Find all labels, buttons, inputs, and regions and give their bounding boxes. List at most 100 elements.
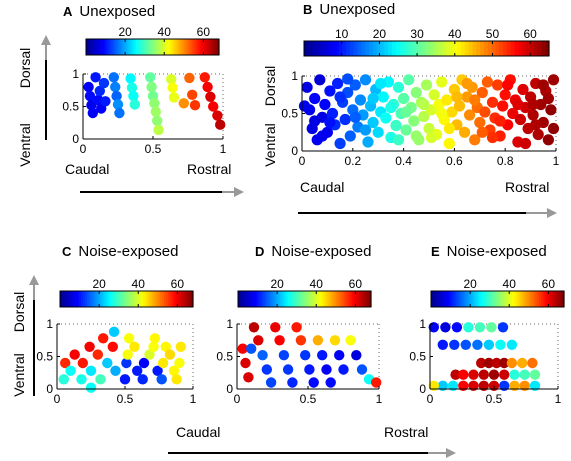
x-tick-label: 1 [553,154,560,168]
colorbar-segment [134,291,138,307]
colorbar-segment [176,291,180,307]
colorbar-segment [118,291,121,307]
colorbar-segment [131,39,135,55]
colorbar-segment [426,41,431,56]
data-point [324,85,336,97]
data-point [367,116,379,129]
data-point [474,116,486,129]
colorbar-segment [524,291,528,307]
y-tick-label: 0 [226,382,233,396]
colorbar-segment [62,291,65,307]
colorbar-frame [430,290,565,308]
data-point [356,364,368,375]
colorbar-tick-label: 40 [310,277,324,291]
data-point [243,372,254,383]
data-point [441,94,453,106]
data-point [125,73,136,84]
colorbar-segment [441,291,445,307]
data-point [506,357,518,369]
panel-d-letter: D [255,244,264,259]
colorbar-segment [294,291,297,307]
colorbar-segment [485,291,488,307]
data-point [319,98,331,111]
colorbar-segment [101,291,105,307]
colorbar-segment [104,39,108,55]
colorbar-segment [541,291,544,307]
colorbar-segment [304,41,309,56]
data-point [291,322,302,333]
colorbar-segment [142,39,145,55]
data-point [469,94,481,106]
y-tick-label: 1 [226,317,233,331]
data-point [362,136,374,148]
data-point [371,377,382,388]
x-tick-label: 0 [427,392,434,406]
data-point [76,374,87,385]
data-point [519,369,530,380]
colorbar-segment [183,39,187,55]
data-point [90,72,101,83]
colorbar-segment [188,291,192,307]
data-point [469,134,481,146]
data-point [367,92,379,105]
colorbar-segment [369,41,374,56]
data-point [171,374,182,385]
colorbar-segment [307,41,313,56]
data-point [436,107,448,120]
colorbar-segment [360,291,364,307]
data-point [375,77,387,90]
panel-a-plot: 0 0.5 1 0 0.5 1 [62,67,226,156]
colorbar-segment [150,39,154,55]
colorbar-segment [384,41,389,56]
colorbar-tick-label: 60 [542,277,556,291]
panel-b-letter: B [303,2,312,17]
colorbar-segment [214,39,218,55]
y-tick-label: 0.5 [281,107,298,121]
colorbar-segment [304,291,308,307]
colorbar-segment [323,41,328,56]
colorbar-segment [119,39,122,55]
data-point [129,99,140,110]
dorsal-label: Dorsal [11,292,27,332]
colorbar-segment [252,291,256,307]
data-point [152,365,163,376]
panel-b-plot: 0 0.2 0.4 0.6 0.8 1 0 0.5 1 [281,69,559,168]
colorbar-segment [156,39,160,55]
data-point [468,380,479,391]
colorbar-segment [181,39,185,55]
colorbar-segment [163,291,167,307]
panel-c-letter: C [62,244,72,259]
panel-e-colorbar: 20 40 60 [430,277,565,308]
colorbar-segment [60,291,63,307]
x-tick-label: 1 [376,392,383,406]
caudal-label: Caudal [65,161,109,177]
colorbar-segment [92,39,95,55]
colorbar-segment [102,39,106,55]
colorbar-segment [497,291,501,307]
caudal-label: Caudal [300,179,344,195]
colorbar-segment [115,39,118,55]
colorbar-segment [161,291,165,307]
data-point [449,339,460,350]
panel-b-colorbar: 10 20 30 40 50 60 [303,27,550,57]
data-point [175,341,186,352]
colorbar-segment [179,39,183,55]
colorbar-segment [105,291,109,307]
data-point [329,335,341,346]
colorbar-segment [168,291,171,307]
data-point [547,74,560,86]
colorbar-segment [99,291,103,307]
data-point [168,365,180,376]
colorbar-segment [116,291,119,307]
data-point [509,369,520,380]
colorbar-segment [87,291,90,307]
colorbar-segment [95,291,99,307]
colorbar-segment [491,41,497,56]
colorbar-segment [292,291,295,307]
colorbar-segment [346,41,351,56]
data-point [145,72,156,83]
colorbar-segment [327,291,331,307]
colorbar-segment [464,41,470,56]
colorbar-segment [310,291,314,307]
colorbar-segment [82,291,86,307]
